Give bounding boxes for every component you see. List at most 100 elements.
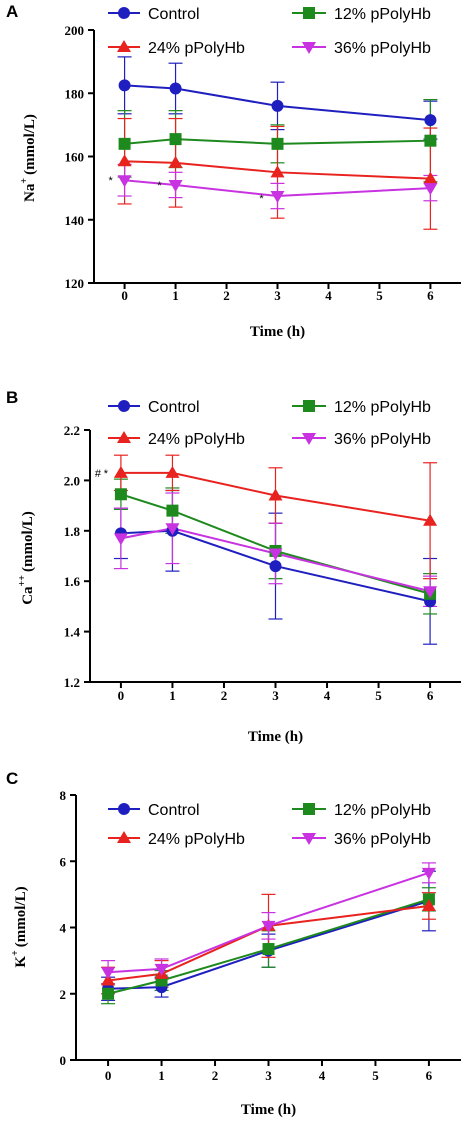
chart-panel-a: A 120 140 160 180 200 0 1 2 3 4 5 6 Time (h) Na+ (mmol/…: [6, 2, 461, 340]
x-tick-label: 4: [319, 1068, 326, 1083]
x-tick-label: 5: [376, 288, 383, 303]
data-point: [262, 943, 275, 956]
data-point: [168, 179, 183, 192]
data-point: [424, 114, 437, 127]
panel-letter: C: [6, 769, 18, 788]
legend-label: 24% pPolyHb: [148, 431, 245, 448]
x-tick-label: 5: [372, 1068, 379, 1083]
data-point: [101, 973, 116, 986]
x-tick-label: 3: [274, 288, 281, 303]
y-tick-label: 1.2: [64, 675, 80, 690]
legend-marker: [302, 433, 316, 445]
legend-label: 36% pPolyHb: [334, 40, 431, 57]
data-point: [101, 967, 116, 980]
legend-marker: [117, 831, 131, 843]
y-axis-title-sup: +: [10, 950, 21, 956]
y-axis-title-main: Na: [22, 183, 38, 202]
significance-marker: #: [95, 468, 102, 480]
x-axis-title: Time (h): [250, 324, 305, 340]
y-tick-label: 0: [60, 1053, 67, 1068]
x-tick-label: 6: [427, 688, 434, 703]
data-point: [421, 898, 436, 911]
data-point: [169, 82, 182, 95]
x-tick-label: 4: [325, 288, 332, 303]
y-axis-title-unit: (mmol/L): [20, 511, 36, 572]
data-point: [154, 963, 169, 976]
x-tick-label: 6: [426, 1068, 433, 1083]
data-point: [268, 488, 283, 501]
significance-marker: *: [259, 193, 264, 205]
data-point: [271, 137, 284, 150]
y-axis-title-unit: (mmol/L): [22, 114, 38, 175]
y-axis-title: Ca++ (mmol/L): [17, 511, 36, 605]
x-tick-label: 1: [158, 1068, 165, 1083]
data-point: [118, 79, 131, 92]
y-tick-label: 1.8: [64, 524, 81, 539]
x-axis-title: Time (h): [241, 1102, 296, 1118]
significance-marker: *: [108, 175, 113, 187]
x-tick-label: 4: [324, 688, 331, 703]
data-point: [269, 560, 282, 573]
x-tick-label: 5: [375, 688, 382, 703]
legend-marker: [302, 42, 316, 54]
x-tick-label: 1: [169, 688, 176, 703]
legend-marker: [303, 803, 315, 815]
significance-marker: *: [157, 180, 162, 192]
data-point: [423, 183, 438, 196]
legend-label: 12% pPolyHb: [334, 399, 431, 416]
data-point: [166, 504, 179, 517]
data-point: [117, 154, 132, 167]
x-tick-label: 3: [272, 688, 279, 703]
y-tick-label: 200: [65, 23, 85, 38]
data-point: [268, 548, 283, 561]
legend-marker: [302, 833, 316, 845]
chart-panel-c: C 0 2 4 6 8 0 1 2 3 4 5 6 Time (h) K+ (mmol/L) Control 12…: [6, 769, 461, 1118]
legend-label: 24% pPolyHb: [148, 40, 245, 57]
series-line: [120, 529, 431, 603]
y-tick-label: 8: [60, 788, 67, 803]
data-point: [261, 920, 276, 933]
data-point: [117, 175, 132, 188]
series-line: [124, 138, 431, 145]
series-line: [108, 871, 430, 974]
legend: Control 12% pPolyHb 24% pPolyHb 36% pPolyHb: [108, 6, 431, 57]
x-tick-label: 1: [172, 288, 179, 303]
x-axis-title: Time (h): [248, 729, 303, 745]
data-point: [102, 987, 115, 1000]
data-point: [118, 137, 131, 150]
series-line: [124, 179, 431, 198]
x-tick-label: 3: [265, 1068, 272, 1083]
legend-marker: [117, 40, 131, 52]
y-tick-label: 2.0: [64, 473, 80, 488]
data-point: [270, 165, 285, 178]
y-tick-label: 120: [65, 276, 85, 291]
data-point: [168, 155, 183, 168]
y-tick-label: 4: [60, 921, 67, 936]
data-point: [165, 465, 180, 478]
data-point: [114, 488, 127, 501]
y-axis-title: K+ (mmol/L): [10, 886, 29, 967]
legend-marker: [118, 7, 130, 19]
legend-label: Control: [148, 802, 200, 819]
legend-label: Control: [148, 399, 200, 416]
legend-marker: [303, 400, 315, 412]
data-point: [169, 133, 182, 146]
x-tick-label: 0: [118, 688, 125, 703]
data-point: [424, 134, 437, 147]
series-line: [107, 904, 430, 982]
y-tick-label: 2: [60, 987, 67, 1002]
y-tick-label: 1.4: [64, 625, 81, 640]
data-point: [165, 523, 180, 536]
legend: Control 12% pPolyHb 24% pPolyHb 36% pPolyHb: [108, 399, 431, 448]
legend-marker: [118, 803, 130, 815]
y-tick-label: 2.2: [64, 423, 80, 438]
data-point: [423, 586, 438, 599]
x-tick-label: 2: [221, 688, 228, 703]
series-line: [124, 160, 431, 180]
y-tick-label: 140: [65, 213, 85, 228]
data-point: [423, 171, 438, 184]
x-tick-label: 6: [427, 288, 434, 303]
y-axis-title-sup: ++: [17, 575, 28, 587]
y-tick-label: 160: [65, 150, 85, 165]
legend-marker: [118, 400, 130, 412]
